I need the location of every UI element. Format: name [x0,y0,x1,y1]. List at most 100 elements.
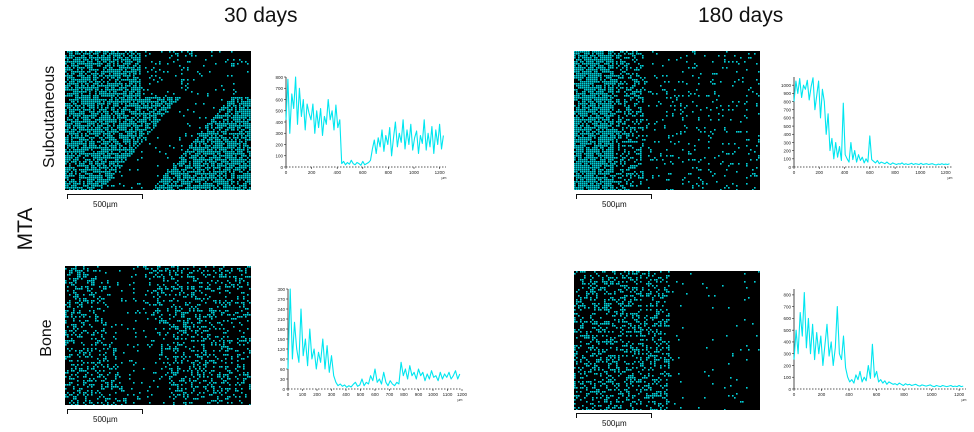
x-unit-label: µm [948,176,953,180]
x-tick-label: 1000 [915,170,926,175]
x-tick-label: 1000 [428,392,439,397]
signal-line [793,291,964,388]
x-tick-label: 400 [845,392,853,397]
y-tick-label: 800 [275,75,283,80]
intensity-plot-subcutaneous-30-days: 0 100 200 300 400 500 600 700 800 0 200 400 600 800 10… [275,75,447,180]
x-tick-label: 300 [328,392,336,397]
scale-bar-1: 500µm [67,194,143,212]
x-tick-label: 400 [342,392,350,397]
y-tick-label: 200 [783,148,791,153]
signal-line [285,76,444,166]
y-tick-label: 200 [783,363,791,368]
fluorescence-signal [574,51,760,190]
signal-line [287,288,461,388]
column-title-180-days: 180 days [698,4,784,27]
y-tick-label: 300 [277,287,285,292]
y-tick-label: 0 [788,165,791,170]
x-tick-label: 0 [287,392,290,397]
y-tick-label: 210 [277,317,285,322]
y-tick-label: 400 [783,340,791,345]
y-tick-label: 100 [783,157,791,162]
micrograph-bone-180-days [574,271,760,410]
x-tick-label: 200 [816,170,824,175]
x-tick-label: 900 [415,392,423,397]
x-tick-label: 100 [299,392,307,397]
x-tick-label: 0 [793,170,796,175]
y-tick-label: 0 [788,387,791,392]
x-tick-label: 600 [866,170,874,175]
y-tick-label: 900 [783,91,791,96]
x-tick-label: 1200 [941,170,952,175]
x-tick-label: 600 [359,170,367,175]
x-tick-label: 800 [891,170,899,175]
y-tick-label: 400 [783,132,791,137]
y-tick-label: 270 [277,297,285,302]
y-tick-label: 90 [280,357,286,362]
y-tick-label: 0 [280,165,283,170]
x-tick-label: 600 [873,392,881,397]
y-tick-label: 60 [280,367,286,372]
x-unit-label: µm [442,176,447,180]
row-label-subcutaneous: Subcutaneous [41,65,58,168]
y-tick-label: 400 [275,120,283,125]
x-tick-label: 200 [313,392,321,397]
signal-line [793,77,950,166]
x-tick-label: 600 [371,392,379,397]
y-tick-label: 240 [277,307,285,312]
x-tick-label: 1000 [927,392,938,397]
x-tick-label: 200 [308,170,316,175]
y-tick-label: 100 [783,375,791,380]
scale-bar-label: 500µm [602,200,627,209]
y-tick-label: 180 [277,327,285,332]
intensity-plot-bone-30-days: 0 30 60 90 120 150 180 210 240 270 300 0 100 200 300 40… [277,287,468,402]
x-tick-label: 400 [333,170,341,175]
fluorescence-signal [65,266,251,405]
intensity-plot-subcutaneous-180-days: 0 100 200 300 400 500 600 700 800 900 1000 0 200 400 6… [781,77,953,180]
y-tick-label: 200 [275,142,283,147]
intensity-plot-bone-180-days: 0 100 200 300 400 500 600 700 800 0 200 400 600 800 10… [783,289,967,402]
y-tick-label: 300 [783,140,791,145]
x-tick-label: 200 [818,392,826,397]
x-tick-label: 400 [841,170,849,175]
scale-bar-label: 500µm [602,419,627,428]
x-tick-label: 0 [793,392,796,397]
y-tick-label: 500 [783,328,791,333]
scale-bar-label: 500µm [93,200,118,209]
x-unit-label: µm [458,398,463,402]
micrograph-subcutaneous-180-days [574,51,760,190]
x-unit-label: µm [962,398,967,402]
x-tick-label: 1200 [435,170,446,175]
x-tick-label: 1200 [457,392,468,397]
fluorescence-signal [574,271,760,410]
micrograph-bone-30-days [65,266,251,405]
y-tick-label: 500 [783,124,791,129]
y-tick-label: 700 [783,304,791,309]
x-tick-label: 0 [285,170,288,175]
x-tick-label: 800 [900,392,908,397]
y-tick-label: 120 [277,347,285,352]
y-tick-label: 600 [783,316,791,321]
y-tick-label: 150 [277,337,285,342]
scale-bar-4: 500µm [576,413,652,431]
y-tick-label: 600 [275,97,283,102]
x-tick-label: 500 [357,392,365,397]
y-tick-label: 500 [275,109,283,114]
y-tick-label: 100 [275,154,283,159]
x-tick-label: 1000 [409,170,420,175]
y-tick-label: 800 [783,293,791,298]
micrograph-subcutaneous-30-days [65,51,251,190]
y-tick-label: 700 [275,86,283,91]
fluorescence-signal [65,51,251,190]
group-label-mta: MTA [14,207,37,251]
column-title-30-days: 30 days [224,4,298,27]
scale-bar-2: 500µm [576,194,652,212]
y-tick-label: 600 [783,116,791,121]
y-tick-label: 0 [282,387,285,392]
x-tick-label: 800 [400,392,408,397]
x-tick-label: 1200 [954,392,965,397]
y-tick-label: 800 [783,99,791,104]
x-tick-label: 800 [385,170,393,175]
y-tick-label: 1000 [781,83,792,88]
y-tick-label: 300 [275,131,283,136]
x-tick-label: 700 [386,392,394,397]
